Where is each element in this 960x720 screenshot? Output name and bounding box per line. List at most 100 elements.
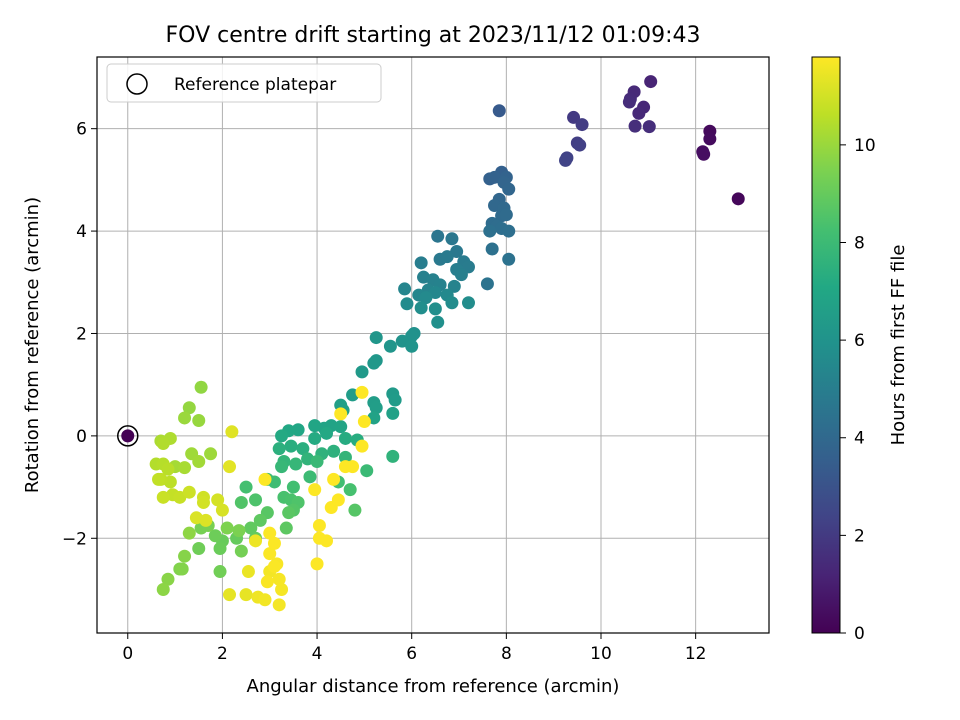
data-point [241, 565, 255, 579]
data-point [400, 297, 414, 311]
x-axis-ticks: 0 2 4 6 8 10 12 [122, 633, 706, 664]
data-point [161, 572, 175, 586]
legend-box [106, 63, 382, 103]
data-point [178, 549, 192, 563]
data-point [225, 425, 239, 439]
data-point [239, 480, 253, 494]
data-point [199, 513, 213, 527]
data-point [367, 356, 381, 370]
data-point [447, 279, 461, 293]
data-point [282, 506, 296, 520]
data-point [414, 301, 428, 315]
data-point [275, 429, 289, 443]
data-points [121, 75, 745, 612]
x-tick-label: 2 [217, 644, 228, 664]
data-point [194, 380, 208, 394]
x-tick-label: 12 [685, 644, 707, 664]
data-point [431, 229, 445, 243]
data-point [386, 449, 400, 463]
data-point [338, 450, 352, 464]
data-point [289, 457, 303, 471]
data-point [267, 536, 281, 550]
y-axis-ticks: −2 0 2 4 6 [62, 120, 97, 549]
data-point [296, 442, 310, 456]
x-tick-label: 4 [312, 644, 323, 664]
data-point [632, 106, 646, 120]
data-point [483, 224, 497, 238]
data-point [502, 182, 516, 196]
data-point [267, 559, 281, 573]
data-point [258, 472, 272, 486]
data-point [331, 493, 345, 507]
data-point [398, 282, 412, 296]
data-point [334, 420, 348, 434]
legend-entry-label: Reference platepar [174, 75, 336, 95]
colorbar-tick-label: 0 [854, 624, 865, 644]
data-point [258, 593, 272, 607]
x-tick-label: 10 [590, 644, 612, 664]
data-point [249, 534, 263, 548]
data-point [220, 521, 234, 535]
data-point [211, 493, 225, 507]
data-point [286, 480, 300, 494]
data-point [249, 493, 263, 507]
data-point [485, 242, 499, 256]
data-point [232, 524, 246, 538]
data-point [502, 252, 516, 266]
data-point [383, 339, 397, 353]
data-point [182, 485, 196, 499]
data-point [567, 110, 581, 124]
legend-marker-icon [126, 73, 148, 95]
data-point [628, 119, 642, 133]
colorbar-tick-label: 6 [854, 331, 865, 351]
colorbar-tick-label: 8 [854, 233, 865, 253]
data-point [369, 401, 383, 415]
data-point [196, 495, 210, 509]
data-point [338, 431, 352, 445]
data-point [346, 460, 360, 474]
data-point [213, 565, 227, 579]
plot-frame [96, 56, 770, 634]
reference-marker [117, 425, 139, 447]
data-point [461, 296, 475, 310]
data-point [355, 365, 369, 379]
data-point [310, 454, 324, 468]
data-point [312, 518, 326, 532]
grid-lines [97, 57, 769, 633]
data-point [223, 460, 237, 474]
data-point [175, 562, 189, 576]
y-tick-label: 2 [76, 324, 87, 344]
x-tick-label: 8 [501, 644, 512, 664]
reference-point [117, 425, 139, 447]
colorbar-tick-label: 10 [854, 136, 876, 156]
colorbar-gradient [811, 56, 841, 634]
data-point [703, 132, 717, 146]
data-point [208, 529, 222, 543]
data-point [575, 118, 589, 132]
legend: Reference platepar [106, 63, 382, 103]
data-point [284, 439, 298, 453]
data-point [192, 542, 206, 556]
data-point [275, 460, 289, 474]
data-point [369, 331, 383, 345]
data-point [731, 192, 745, 206]
colorbar: 0 2 4 6 8 10 Hours from first FF file [811, 56, 909, 644]
data-point [360, 464, 374, 478]
data-point [355, 385, 369, 399]
data-point [263, 547, 277, 561]
data-point [644, 75, 658, 89]
y-tick-label: 0 [76, 427, 87, 447]
data-point [502, 224, 516, 238]
data-point [192, 414, 206, 428]
data-point [272, 572, 286, 586]
data-point [357, 415, 371, 429]
data-point [156, 490, 170, 504]
data-point [492, 104, 506, 118]
data-point [428, 302, 442, 316]
data-point [275, 582, 289, 596]
data-point [431, 315, 445, 329]
y-tick-label: 6 [76, 120, 87, 140]
data-point [440, 250, 454, 264]
data-point [348, 503, 362, 517]
data-point [405, 339, 419, 353]
